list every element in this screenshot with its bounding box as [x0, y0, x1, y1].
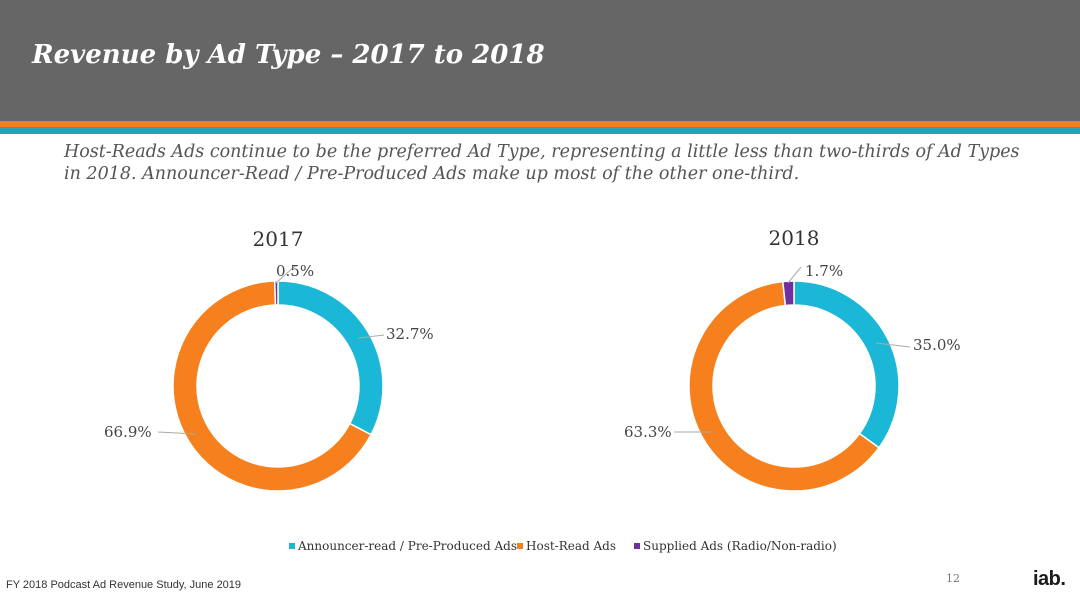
footer-source: FY 2018 Podcast Ad Revenue Study, June 2… — [6, 579, 242, 591]
slice-label-2018-announcer: 35.0% — [913, 336, 961, 354]
leader-line-2017-host — [157, 431, 197, 435]
donut-slice-2017-announcer — [277, 280, 384, 436]
donut-slice-2018-supplied — [781, 280, 795, 307]
page-subtitle: Host-Reads Ads continue to be the prefer… — [64, 142, 1020, 184]
donut-2018 — [688, 280, 900, 492]
slice-label-2017-announcer: 32.7% — [386, 325, 434, 343]
page-number: 12 — [946, 572, 960, 585]
chart-title-2017: 2017 — [253, 227, 304, 251]
page-title: Revenue by Ad Type – 2017 to 2018 — [32, 40, 545, 70]
donut-slice-2018-announcer — [793, 280, 900, 449]
iab-logo: iab. — [1033, 568, 1066, 590]
slice-label-2017-supplied: 0.5% — [276, 262, 314, 280]
accent-stripe-orange — [0, 121, 1080, 127]
accent-stripe-teal — [0, 127, 1080, 134]
header-bar — [0, 0, 1080, 121]
slice-label-2018-supplied: 1.7% — [805, 262, 843, 280]
donut-slice-2017-host — [172, 280, 373, 492]
leader-line-2017-announcer — [357, 334, 385, 339]
legend-swatch-announcer — [289, 543, 295, 549]
donut-slice-2018-host — [688, 280, 880, 492]
legend-label-supplied: Supplied Ads (Radio/Non-radio) — [643, 539, 837, 553]
donut-slice-2017-supplied — [273, 280, 279, 306]
leader-line-2018-announcer — [875, 342, 911, 348]
leader-line-2017-supplied — [275, 265, 296, 284]
donut-2017 — [172, 280, 384, 492]
chart-legend: Announcer-read / Pre-Produced Ads Host-R… — [289, 539, 837, 553]
slice-label-2017-host: 66.9% — [104, 423, 152, 441]
chart-title-2018: 2018 — [769, 226, 820, 250]
leader-line-2018-supplied — [787, 266, 802, 284]
legend-swatch-supplied — [634, 543, 640, 549]
slice-label-2018-host: 63.3% — [624, 423, 672, 441]
legend-label-announcer: Announcer-read / Pre-Produced Ads — [297, 539, 517, 553]
legend-label-host: Host-Read Ads — [526, 539, 616, 553]
legend-swatch-host — [517, 543, 523, 549]
